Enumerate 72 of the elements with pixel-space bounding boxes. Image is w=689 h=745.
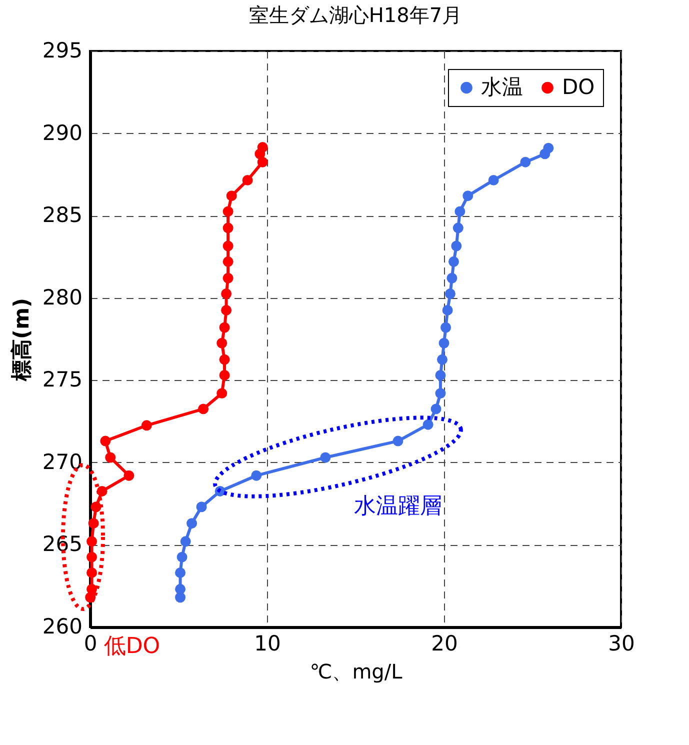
y-tick-label: 280 — [42, 285, 82, 310]
point — [451, 240, 462, 252]
point — [435, 388, 446, 399]
point — [216, 338, 228, 348]
point — [520, 156, 531, 168]
y-tick-label: 275 — [42, 368, 82, 392]
y-axis-title: 標高(m) — [9, 298, 34, 382]
point — [222, 206, 234, 217]
point — [454, 206, 466, 217]
y-tick-label: 285 — [42, 203, 82, 228]
point — [198, 404, 209, 414]
point — [435, 370, 446, 380]
point — [540, 148, 550, 160]
point — [222, 240, 234, 252]
legend-label: DO — [562, 74, 595, 99]
point — [242, 174, 253, 186]
text: 低DO — [104, 634, 160, 659]
point — [221, 288, 232, 299]
point — [196, 502, 207, 512]
point — [86, 536, 98, 547]
point — [444, 288, 456, 299]
point — [186, 518, 198, 529]
point — [219, 322, 230, 333]
point — [90, 502, 102, 512]
x-tick-label: 20 — [431, 632, 458, 656]
point — [320, 452, 331, 463]
point — [488, 174, 499, 186]
y-tick-label: 260 — [42, 614, 82, 638]
point — [254, 148, 266, 160]
point — [251, 470, 262, 481]
point — [440, 322, 452, 333]
y-tick-label: 295 — [42, 38, 82, 62]
point — [448, 256, 459, 267]
annotation: 水温躍層 — [354, 494, 442, 519]
x-axis-title: ℃、mg/L — [310, 660, 404, 684]
point — [219, 354, 230, 365]
point — [86, 552, 98, 562]
point — [436, 354, 448, 365]
point — [452, 222, 464, 234]
y-tick-label: 290 — [42, 120, 82, 145]
point — [105, 452, 116, 463]
point — [88, 518, 99, 529]
point — [216, 388, 228, 399]
x-tick-label: 0 — [84, 632, 98, 656]
x-tick-label: 30 — [608, 632, 635, 656]
point — [124, 470, 134, 481]
y-tick-label: 270 — [42, 450, 82, 474]
point — [175, 592, 186, 603]
point — [438, 338, 450, 348]
chart-title: 室生ダム湖心H18年7月 — [248, 3, 462, 27]
point — [222, 272, 234, 284]
point — [226, 190, 237, 202]
x-tick-label: 10 — [254, 632, 281, 656]
point — [219, 370, 230, 380]
point — [257, 156, 268, 168]
point — [100, 436, 111, 446]
point — [422, 419, 434, 430]
point — [222, 256, 234, 267]
point — [462, 190, 474, 202]
point — [442, 304, 453, 316]
point — [392, 436, 404, 446]
point — [430, 404, 442, 414]
point — [176, 552, 188, 562]
point — [180, 536, 191, 547]
point — [141, 420, 152, 431]
point — [221, 304, 232, 316]
point — [222, 222, 234, 234]
legend-label: 水温 — [481, 74, 523, 99]
y-tick-label: 265 — [42, 532, 82, 556]
point — [86, 567, 98, 578]
point — [446, 272, 458, 284]
point — [175, 567, 186, 578]
